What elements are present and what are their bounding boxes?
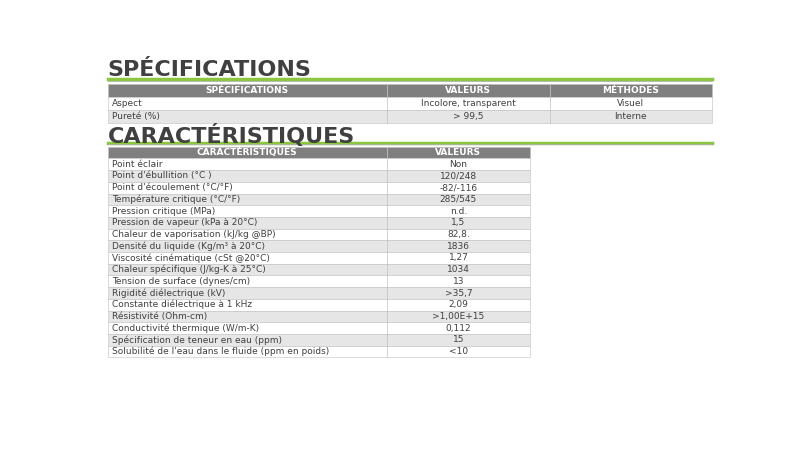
Text: Visuel: Visuel xyxy=(618,99,645,108)
Text: SPÉCIFICATIONS: SPÉCIFICATIONS xyxy=(108,60,312,80)
Text: SPÉCIFICATIONS: SPÉCIFICATIONS xyxy=(206,85,289,94)
Bar xyxy=(108,182,530,194)
Bar xyxy=(108,264,530,276)
Text: Interne: Interne xyxy=(614,112,647,121)
Text: Pression de vapeur (kPa à 20°C): Pression de vapeur (kPa à 20°C) xyxy=(112,219,257,228)
Text: 285/545: 285/545 xyxy=(440,195,477,204)
Text: Point éclair: Point éclair xyxy=(112,160,162,169)
Text: <10: <10 xyxy=(449,347,468,356)
Text: Point d'ébullition (°C ): Point d'ébullition (°C ) xyxy=(112,171,211,180)
Text: 1836: 1836 xyxy=(447,242,470,251)
Text: 13: 13 xyxy=(453,277,464,286)
Text: CARACTÉRISTIQUES: CARACTÉRISTIQUES xyxy=(197,148,298,157)
Text: Chaleur spécifique (J/kg-K à 25°C): Chaleur spécifique (J/kg-K à 25°C) xyxy=(112,265,266,274)
Bar xyxy=(108,147,530,159)
Bar xyxy=(108,287,530,299)
Text: 1,5: 1,5 xyxy=(451,219,466,228)
Bar xyxy=(108,252,530,264)
Text: Spécification de teneur en eau (ppm): Spécification de teneur en eau (ppm) xyxy=(112,335,282,345)
Bar xyxy=(108,84,712,97)
Bar xyxy=(108,299,530,311)
Text: Température critique (°C/°F): Température critique (°C/°F) xyxy=(112,194,240,204)
Text: Point d'écoulement (°C/°F): Point d'écoulement (°C/°F) xyxy=(112,183,232,192)
Text: > 99,5: > 99,5 xyxy=(453,112,483,121)
Text: Solubilité de l'eau dans le fluide (ppm en poids): Solubilité de l'eau dans le fluide (ppm … xyxy=(112,347,329,356)
Text: Aspect: Aspect xyxy=(112,99,142,108)
Text: Pureté (%): Pureté (%) xyxy=(112,112,159,121)
Text: Viscosité cinématique (cSt @20°C): Viscosité cinématique (cSt @20°C) xyxy=(112,253,270,262)
Text: Rigidité diélectrique (kV): Rigidité diélectrique (kV) xyxy=(112,288,225,298)
Text: >1,00E+15: >1,00E+15 xyxy=(432,312,485,321)
Text: n.d.: n.d. xyxy=(450,207,467,216)
Text: Conductivité thermique (W/m-K): Conductivité thermique (W/m-K) xyxy=(112,323,258,333)
Text: Densité du liquide (Kg/m³ à 20°C): Densité du liquide (Kg/m³ à 20°C) xyxy=(112,242,265,251)
Bar xyxy=(108,217,530,228)
Text: 15: 15 xyxy=(453,335,464,345)
Bar xyxy=(108,322,530,334)
Text: Non: Non xyxy=(450,160,467,169)
Bar xyxy=(108,311,530,322)
Text: VALEURS: VALEURS xyxy=(445,85,491,94)
Text: 120/248: 120/248 xyxy=(440,171,477,180)
Bar xyxy=(108,97,712,110)
Bar xyxy=(108,170,530,182)
Bar xyxy=(108,159,530,170)
Text: Résistivité (Ohm-cm): Résistivité (Ohm-cm) xyxy=(112,312,207,321)
Bar xyxy=(108,205,530,217)
Text: Pression critique (MPa): Pression critique (MPa) xyxy=(112,207,215,216)
Text: >35,7: >35,7 xyxy=(445,288,472,297)
Text: Tension de surface (dynes/cm): Tension de surface (dynes/cm) xyxy=(112,277,250,286)
Text: Incolore, transparent: Incolore, transparent xyxy=(421,99,515,108)
Bar xyxy=(108,334,530,346)
Text: VALEURS: VALEURS xyxy=(435,148,482,157)
Bar xyxy=(108,228,530,240)
Bar xyxy=(108,276,530,287)
Text: 1,27: 1,27 xyxy=(449,253,468,262)
Bar xyxy=(108,240,530,252)
Text: Chaleur de vaporisation (kJ/kg @BP): Chaleur de vaporisation (kJ/kg @BP) xyxy=(112,230,275,239)
Text: MÉTHODES: MÉTHODES xyxy=(602,85,659,94)
Text: 82,8.: 82,8. xyxy=(447,230,470,239)
Text: Constante diélectrique à 1 kHz: Constante diélectrique à 1 kHz xyxy=(112,300,252,310)
Bar xyxy=(108,346,530,357)
Text: 0,112: 0,112 xyxy=(446,324,471,333)
Text: 2,09: 2,09 xyxy=(449,300,468,309)
Text: 1034: 1034 xyxy=(447,265,470,274)
Bar xyxy=(108,194,530,205)
Text: CARACTÉRISTIQUES: CARACTÉRISTIQUES xyxy=(108,124,355,147)
Text: -82/-116: -82/-116 xyxy=(439,183,478,192)
Bar xyxy=(108,110,712,123)
